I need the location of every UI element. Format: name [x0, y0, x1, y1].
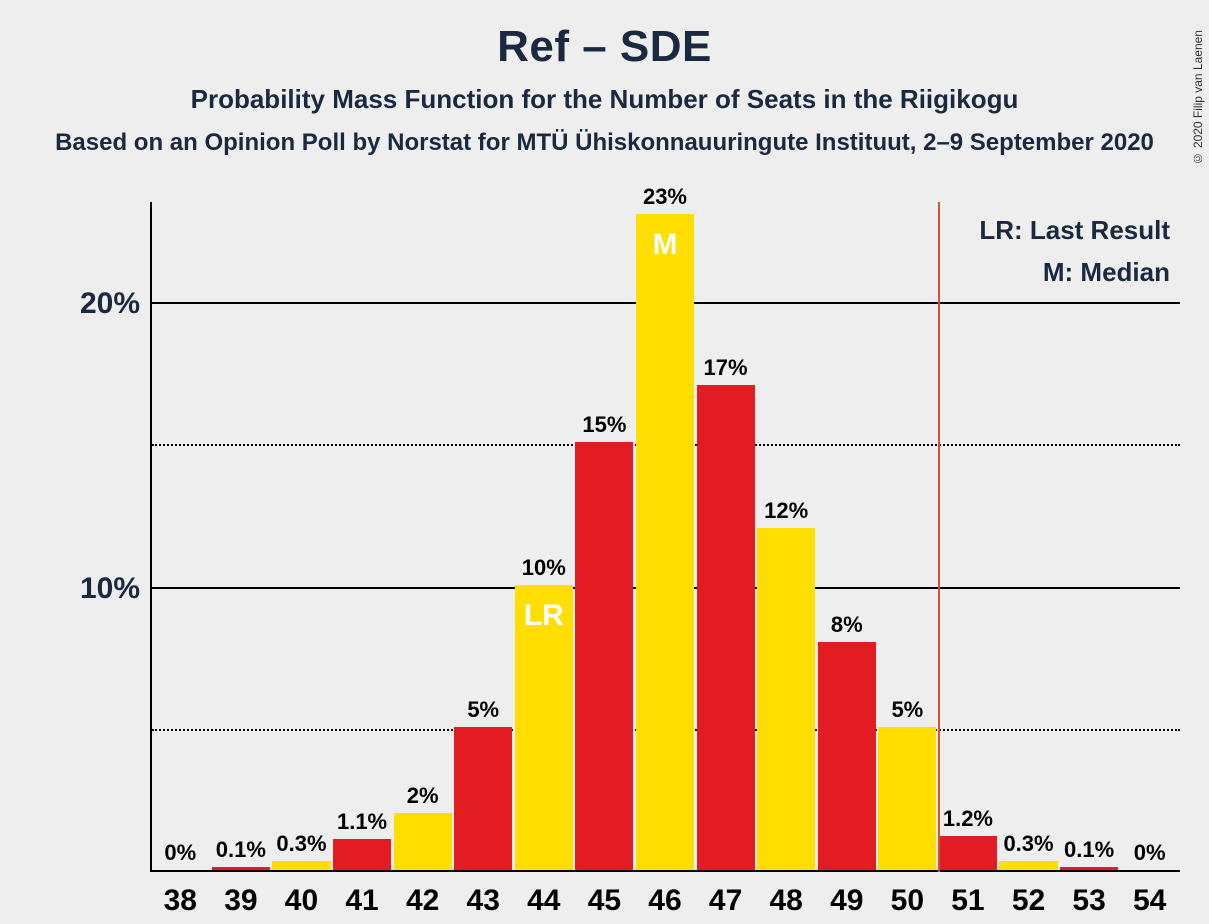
x-tick-label: 43: [467, 884, 500, 918]
x-tick-label: 44: [527, 884, 560, 918]
x-tick-label: 54: [1133, 884, 1166, 918]
x-tick-label: 47: [709, 884, 742, 918]
source-text: Based on an Opinion Poll by Norstat for …: [0, 129, 1209, 157]
bar: [757, 528, 815, 870]
bar: [394, 813, 452, 870]
x-tick-label: 49: [830, 884, 863, 918]
legend-m: M: Median: [979, 252, 1170, 294]
bar: [878, 727, 936, 870]
bar-value-label: 8%: [831, 612, 863, 638]
bar: [454, 727, 512, 870]
bar-value-label: 5%: [467, 697, 499, 723]
bar-value-label: 15%: [582, 412, 626, 438]
bar-value-label: 17%: [704, 355, 748, 381]
bar: [212, 867, 270, 870]
y-tick-label: 20%: [80, 287, 140, 321]
bar-annotation: M: [652, 228, 677, 262]
bar: [636, 214, 694, 870]
bar-value-label: 0.3%: [276, 831, 326, 857]
x-tick-label: 51: [951, 884, 984, 918]
x-tick-label: 41: [345, 884, 378, 918]
bar-value-label: 0%: [1134, 840, 1166, 866]
x-tick-label: 45: [588, 884, 621, 918]
x-tick-label: 40: [285, 884, 318, 918]
copyright-text: © 2020 Filip van Laenen: [1191, 30, 1205, 165]
x-tick-label: 39: [224, 884, 257, 918]
page-title: Ref – SDE: [0, 22, 1209, 72]
x-tick-label: 48: [769, 884, 802, 918]
bar-value-label: 0.1%: [216, 837, 266, 863]
page-subtitle: Probability Mass Function for the Number…: [0, 84, 1209, 115]
pmf-bar-chart: LR: Last Result M: Median 10%20%0%380.1%…: [150, 202, 1180, 872]
bar-value-label: 23%: [643, 184, 687, 210]
bar-value-label: 12%: [764, 498, 808, 524]
bar: [272, 861, 330, 870]
x-tick-label: 42: [406, 884, 439, 918]
x-tick-label: 52: [1012, 884, 1045, 918]
bar: [333, 839, 391, 870]
bar-value-label: 0.3%: [1003, 831, 1053, 857]
bar-value-label: 1.1%: [337, 809, 387, 835]
bar-value-label: 5%: [891, 697, 923, 723]
x-tick-label: 53: [1072, 884, 1105, 918]
x-tick-label: 38: [164, 884, 197, 918]
bar: [999, 861, 1057, 870]
bar-value-label: 2%: [407, 783, 439, 809]
x-tick-label: 50: [891, 884, 924, 918]
bar: [697, 385, 755, 870]
bar-value-label: 0%: [164, 840, 196, 866]
y-tick-label: 10%: [80, 572, 140, 606]
bar-value-label: 0.1%: [1064, 837, 1114, 863]
bar-value-label: 10%: [522, 555, 566, 581]
chart-legend: LR: Last Result M: Median: [979, 210, 1170, 293]
lr-reference-line: [938, 202, 940, 872]
x-tick-label: 46: [648, 884, 681, 918]
bar-value-label: 1.2%: [943, 806, 993, 832]
bar: [939, 836, 997, 870]
bar: [575, 442, 633, 870]
bar: [818, 642, 876, 870]
bar: [1060, 867, 1118, 870]
legend-lr: LR: Last Result: [979, 210, 1170, 252]
x-axis: [150, 870, 1180, 872]
bar-annotation: LR: [524, 599, 564, 633]
